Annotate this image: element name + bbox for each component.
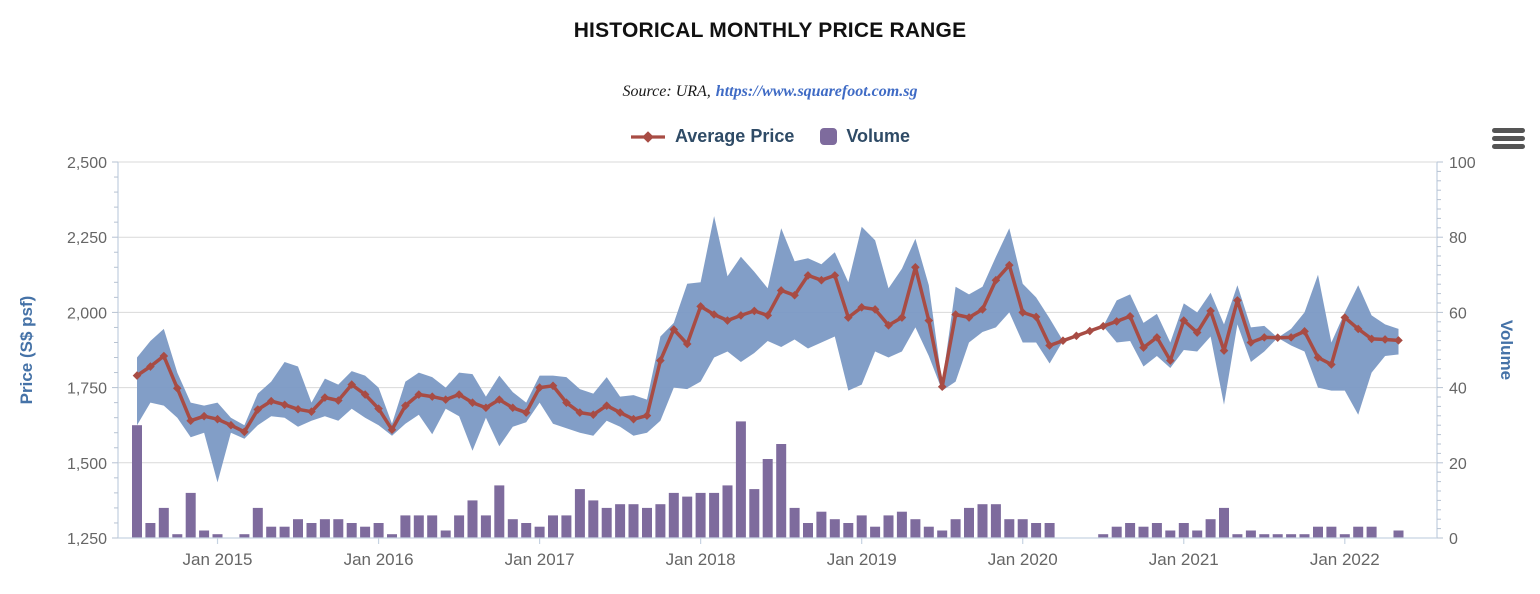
svg-text:Jan 2016: Jan 2016 [344,550,414,569]
legend-label-volume: Volume [846,126,911,146]
svg-text:Jan 2018: Jan 2018 [666,550,736,569]
svg-text:2,250: 2,250 [67,230,107,247]
legend: Average Price Volume [0,126,1540,147]
average-price-line-series [132,260,1403,437]
svg-text:1,250: 1,250 [67,531,107,548]
y-axis-right: 0 20 40 60 80 100 Volume [1437,155,1516,548]
legend-item-volume[interactable]: Volume [820,126,910,147]
svg-text:Jan 2019: Jan 2019 [827,550,897,569]
volume-column-series [132,421,1404,538]
y-axis-left-title: Price (S$ psf) [17,296,36,405]
svg-text:1,500: 1,500 [67,456,107,473]
svg-text:Jan 2015: Jan 2015 [183,550,253,569]
svg-text:Jan 2017: Jan 2017 [505,550,575,569]
legend-item-average-price[interactable]: Average Price [630,126,794,147]
svg-text:100: 100 [1449,155,1476,172]
svg-text:Jan 2022: Jan 2022 [1310,550,1380,569]
y-axis-left: 1,250 1,500 1,750 2,000 2,250 2,500 Price (S$ … [17,155,118,548]
average-price-line-diamond-icon [630,130,665,143]
svg-text:2,000: 2,000 [67,305,107,322]
y-axis-right-title: Volume [1497,320,1516,380]
menu-bar-icon [1492,128,1525,133]
svg-text:80: 80 [1449,230,1467,247]
x-axis: Jan 2015 Jan 2016 Jan 2017 Jan 2018 Jan 2019… [183,538,1380,569]
svg-text:40: 40 [1449,381,1467,398]
source-text: Source: URA, [622,83,711,100]
chart-title: HISTORICAL MONTHLY PRICE RANGE [573,19,967,42]
price-range-area-series [137,216,1399,483]
chart-context-menu-button[interactable] [1492,124,1526,153]
svg-text:1,750: 1,750 [67,381,107,398]
chart-subtitle: Source: URA, https://www.squarefoot.com.s… [0,83,1540,101]
svg-text:Jan 2020: Jan 2020 [988,550,1058,569]
svg-text:0: 0 [1449,531,1458,548]
svg-text:20: 20 [1449,456,1467,473]
volume-swatch-icon [820,128,838,145]
svg-text:60: 60 [1449,305,1467,322]
svg-text:Jan 2021: Jan 2021 [1149,550,1219,569]
menu-bar-icon [1492,136,1525,141]
legend-label-average-price: Average Price [674,126,795,146]
source-link[interactable]: https://www.squarefoot.com.sg [715,83,918,100]
menu-bar-icon [1492,144,1525,149]
svg-text:2,500: 2,500 [67,155,107,172]
